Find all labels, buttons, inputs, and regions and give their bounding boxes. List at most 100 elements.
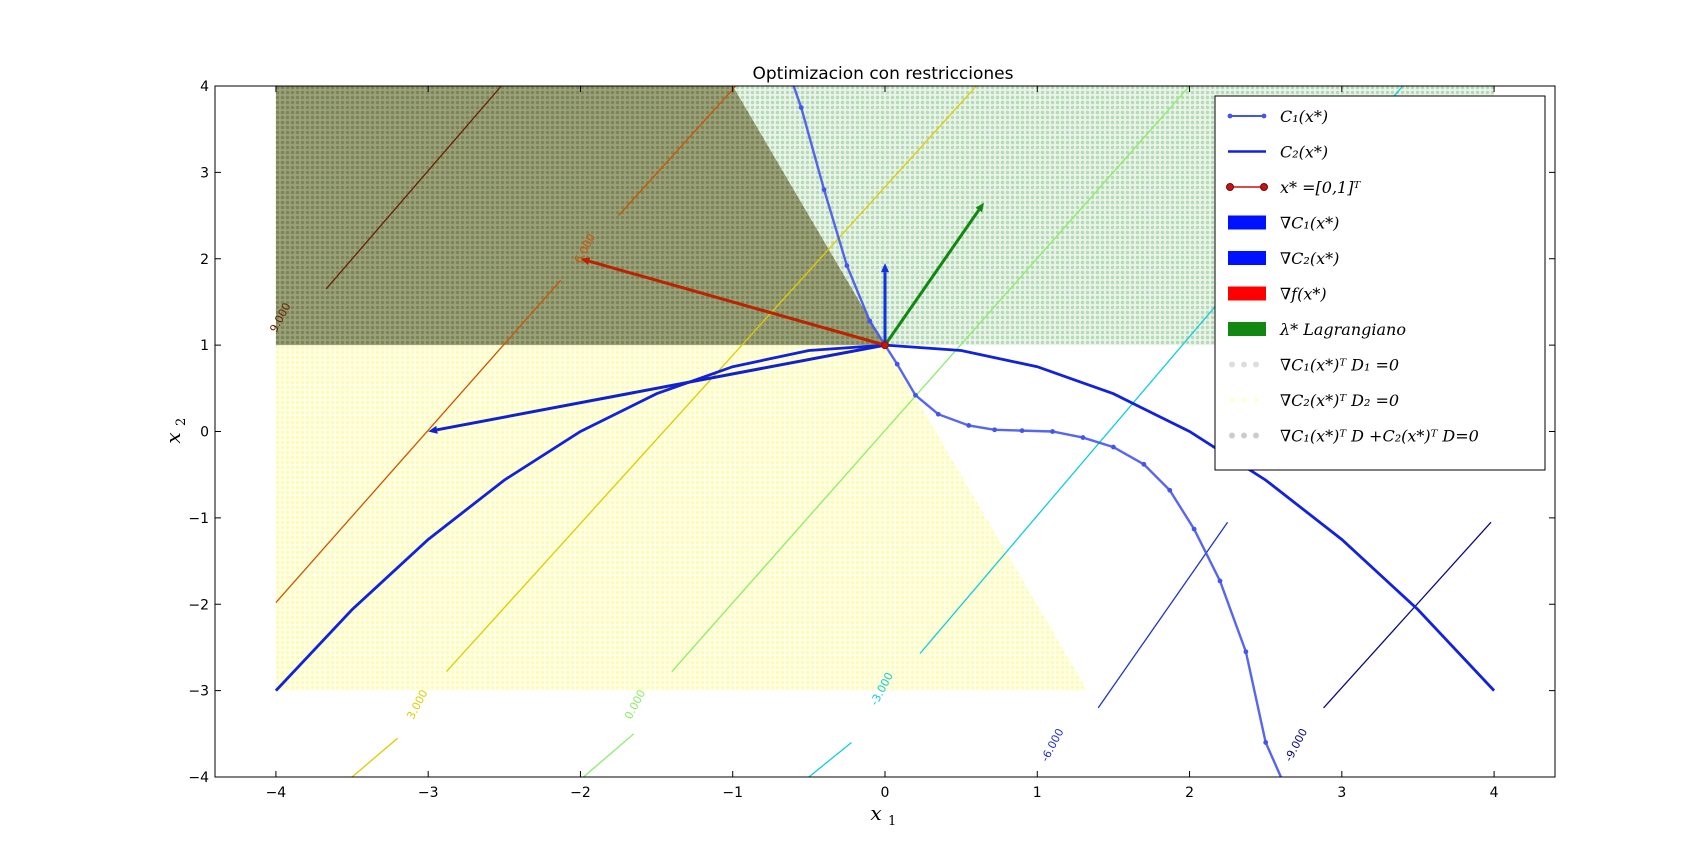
legend-marker-9-2 <box>1241 397 1247 403</box>
legend-label-10: ∇C₁(x*)ᵀ D +C₂(x*)ᵀ D=0 <box>1280 427 1479 446</box>
legend-label-9: ∇C₂(x*)ᵀ D₂ =0 <box>1280 391 1399 410</box>
series-point-1-5 <box>867 318 873 324</box>
legend-label-4: ∇C₁(x*) <box>1280 214 1339 233</box>
x-tick-label-8: 3 <box>1337 785 1346 801</box>
svg-text:1: 1 <box>888 814 896 829</box>
optimal-point <box>881 341 889 350</box>
y-tick-label-1: −4 <box>188 770 209 786</box>
series-point-1-11 <box>992 427 998 433</box>
legend-entry-8: ∇C₁(x*)ᵀ D₁ =0 <box>1229 356 1399 375</box>
series-point-1-14 <box>1080 435 1086 440</box>
series-point-1-19 <box>1217 578 1223 584</box>
y-tick-label-7: 2 <box>200 252 209 268</box>
series-point-1-16 <box>1141 461 1147 467</box>
y-tick-label-9: 4 <box>200 79 209 95</box>
series-point-1-7 <box>894 361 900 367</box>
series-point-1-2 <box>798 105 804 110</box>
arrow-shaft-2 <box>436 343 886 432</box>
arrow-head-1 <box>881 263 889 273</box>
legend-marker-10-1 <box>1229 432 1235 439</box>
arrow-shaft-3 <box>588 259 886 347</box>
contour-line-4-2 <box>583 733 635 778</box>
series-point-1-12 <box>1019 428 1025 434</box>
legend-swatch-5 <box>1228 251 1266 265</box>
legend-marker-8-1 <box>1229 361 1235 368</box>
legend-label-2: C₂(x*) <box>1280 143 1328 162</box>
legend-marker-9-3 <box>1253 397 1259 403</box>
contour-label-6: -6.000 <box>1038 726 1066 763</box>
legend-entry-10: ∇C₁(x*)ᵀ D +C₂(x*)ᵀ D=0 <box>1229 427 1479 446</box>
legend-label-7: λ* Lagrangiano <box>1279 320 1406 339</box>
contour-label-7: -9.000 <box>1282 726 1310 763</box>
legend-swatch-7 <box>1228 322 1266 336</box>
x-tick-label-5: 0 <box>881 785 890 801</box>
series-point-1-17 <box>1167 487 1173 493</box>
contour-line-2-1 <box>618 85 737 216</box>
series-point-1-21 <box>1263 740 1269 745</box>
x-tick-label-1: −4 <box>266 785 287 801</box>
series-point-1-20 <box>1243 649 1249 655</box>
y-tick-label-8: 3 <box>200 165 209 181</box>
series-point-1-10 <box>966 423 972 428</box>
region-3 <box>275 86 886 346</box>
x-tick-label-6: 1 <box>1033 785 1042 801</box>
legend: C₁(x*) C₂(x*) x* =[0,1]ᵀ ∇C₁(x*) ∇C₂(x*) ∇f(x… <box>1214 95 1546 471</box>
legend-marker-1-a <box>1227 113 1233 119</box>
legend-label-8: ∇C₁(x*)ᵀ D₁ =0 <box>1280 356 1399 375</box>
series-line-1 <box>792 85 1283 778</box>
region-2 <box>275 345 1088 691</box>
contour-line-3-2 <box>351 737 399 778</box>
x-tick-label-9: 4 <box>1490 785 1499 801</box>
series-point-1-9 <box>935 411 941 417</box>
legend-marker-8-3 <box>1253 361 1259 368</box>
x-axis-label: x 1 <box>870 801 896 829</box>
legend-label-3: x* =[0,1]ᵀ <box>1280 178 1361 197</box>
series-point-1-18 <box>1191 526 1197 532</box>
legend-entry-4: ∇C₁(x*) <box>1228 214 1339 233</box>
x-tick-label-2: −3 <box>418 785 439 801</box>
legend-entry-1: C₁(x*) <box>1227 107 1328 126</box>
y-tick-label-2: −3 <box>188 684 209 700</box>
arrow-shaft-4 <box>883 209 981 346</box>
optimal-point-layer <box>881 341 889 350</box>
series-point-1-8 <box>913 392 918 398</box>
y-tick-label-5: 0 <box>200 425 209 441</box>
legend-entry-3: x* =[0,1]ᵀ <box>1226 178 1361 197</box>
svg-text:2: 2 <box>174 418 189 426</box>
arrow-head-3 <box>580 257 591 266</box>
y-tick-label-4: −1 <box>188 511 209 527</box>
legend-marker-1-b <box>1261 113 1267 119</box>
series-point-1-4 <box>844 263 850 269</box>
contour-label-4: 0.000 <box>622 688 648 722</box>
svg-text:x: x <box>161 432 185 443</box>
legend-box <box>1214 95 1546 471</box>
contour-line-4-1 <box>671 85 1191 673</box>
contour-line-1-1 <box>325 85 502 290</box>
legend-label-5: ∇C₂(x*) <box>1280 249 1339 268</box>
series-point-1-3 <box>821 187 827 193</box>
x-tick-label-4: −1 <box>722 785 743 801</box>
series-point-1-13 <box>1050 429 1055 434</box>
x-tick-label-7: 2 <box>1185 785 1194 801</box>
chart-title: Optimizacion con restricciones <box>753 64 1014 84</box>
contour-line-6-1 <box>1097 521 1229 709</box>
legend-label-6: ∇f(x*) <box>1280 285 1327 304</box>
axis-ticks: −4 −3 −2 −1 0 1 2 3 4 −4 −3 −2 −1 0 1 2 3 4 <box>188 79 1555 801</box>
arrow-head-2 <box>428 425 438 434</box>
legend-entry-5: ∇C₂(x*) <box>1228 249 1339 268</box>
contour-line-2-2 <box>275 279 562 603</box>
legend-entry-2: C₂(x*) <box>1228 143 1328 162</box>
contour-line-7-1 <box>1323 521 1492 709</box>
legend-marker-3-b <box>1260 183 1268 191</box>
y-axis-label: x 2 <box>161 418 189 444</box>
legend-entry-9: ∇C₂(x*)ᵀ D₂ =0 <box>1229 391 1399 410</box>
legend-marker-8-2 <box>1241 361 1247 368</box>
legend-label-1: C₁(x*) <box>1280 107 1328 126</box>
legend-marker-3-a <box>1226 183 1234 191</box>
svg-text:x: x <box>870 801 881 825</box>
legend-swatch-6 <box>1228 286 1266 301</box>
legend-entry-7: λ* Lagrangiano <box>1228 320 1406 339</box>
y-tick-label-6: 1 <box>200 338 209 354</box>
series-point-1-15 <box>1111 444 1116 450</box>
